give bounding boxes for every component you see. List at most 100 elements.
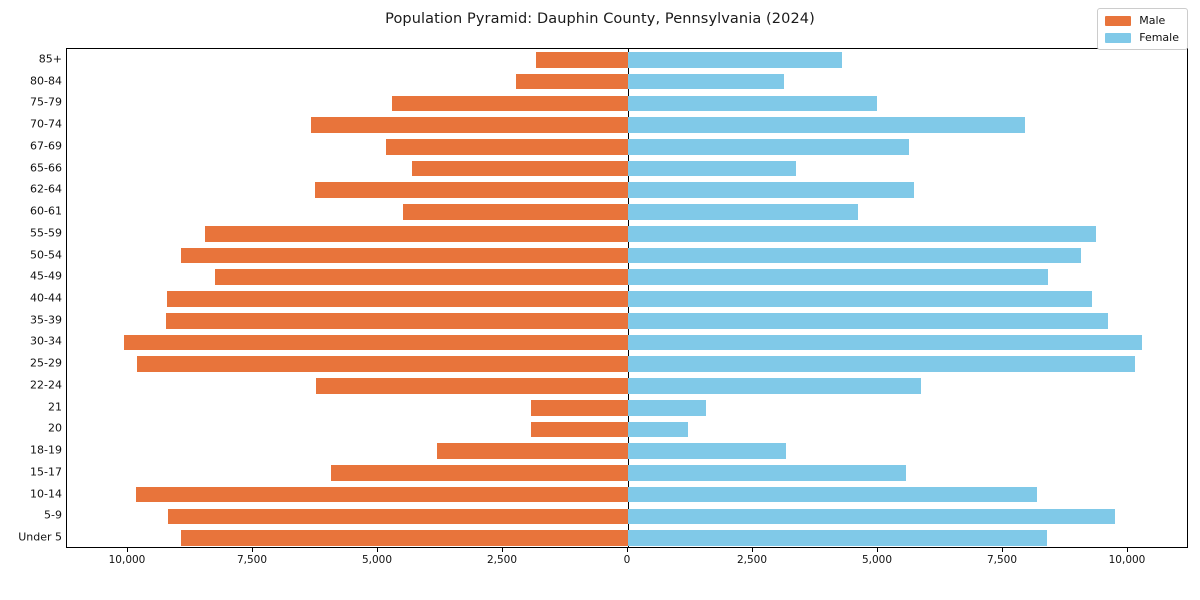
x-axis-tick-label: 0 [623, 554, 631, 566]
bar-female [628, 486, 1037, 503]
pyramid-row [67, 443, 1187, 459]
x-axis-tick-label: 5,000 [361, 554, 393, 566]
x-axis-tick-label: 10,000 [1108, 554, 1146, 566]
y-axis-tick-label: 40-44 [30, 291, 62, 305]
bar-female [628, 356, 1135, 373]
pyramid-row [67, 486, 1187, 503]
pyramid-row [67, 334, 1187, 351]
y-axis-tick-label: 80-84 [30, 74, 62, 88]
bar-male [137, 356, 628, 373]
pyramid-row [67, 269, 1187, 286]
bar-female [628, 312, 1108, 329]
bar-female [628, 399, 706, 416]
pyramid-row [67, 182, 1187, 199]
legend-swatch-icon [1105, 32, 1132, 43]
x-axis-tick-label: 7,500 [236, 554, 268, 566]
plot-frame [66, 48, 1188, 548]
pyramid-row [67, 225, 1187, 242]
y-axis-tick-label: 67-69 [30, 139, 62, 153]
bar-male [205, 225, 628, 242]
bar-female [628, 182, 914, 199]
y-axis-tick-label: 15-17 [30, 465, 62, 479]
pyramid-row [67, 95, 1187, 112]
chart-legend: Male Female [1097, 8, 1188, 50]
pyramid-row [67, 204, 1187, 220]
bar-female [628, 95, 877, 112]
bar-male [531, 421, 628, 438]
pyramid-row [67, 291, 1187, 307]
bar-male [167, 291, 628, 307]
bar-male [166, 312, 628, 329]
y-axis-tick-label: 55-59 [30, 226, 62, 240]
bar-male [531, 399, 628, 416]
y-axis-tick-label: 10-14 [30, 487, 62, 501]
bar-male [536, 52, 628, 68]
bar-male [316, 378, 628, 394]
x-axis-tick-mark [502, 548, 503, 552]
bar-female [628, 225, 1096, 242]
bar-male [385, 139, 628, 155]
x-axis-tick-mark [252, 548, 253, 552]
pyramid-row [67, 312, 1187, 329]
y-axis-tick-label: 60-61 [30, 204, 62, 218]
y-axis-tick-label: Under 5 [18, 530, 62, 544]
pyramid-row [67, 356, 1187, 373]
bar-male [168, 508, 628, 525]
pyramid-row [67, 52, 1187, 68]
x-axis-tick-mark [752, 548, 753, 552]
bar-female [628, 247, 1081, 264]
bar-male [331, 465, 628, 481]
x-axis-ticks: 10,000 7,500 5,000 2,500 0 2,500 5,000 7,500 10,… [66, 548, 1188, 566]
bar-female [628, 508, 1115, 525]
x-axis-tick-label: 10,000 [108, 554, 146, 566]
bar-male [515, 73, 628, 90]
y-axis-tick-label: 35-39 [30, 313, 62, 327]
legend-label: Female [1139, 31, 1179, 44]
y-axis-tick-label: 30-34 [30, 334, 62, 348]
y-axis-tick-label: 21 [48, 400, 62, 414]
pyramid-row [67, 421, 1187, 438]
bar-male [392, 95, 628, 112]
pyramid-row [67, 508, 1187, 525]
bar-female [628, 421, 688, 438]
pyramid-row [67, 399, 1187, 416]
bar-male [315, 182, 628, 199]
x-axis-tick-mark [1002, 548, 1003, 552]
legend-label: Male [1139, 14, 1166, 27]
bar-female [628, 139, 909, 155]
bar-male [181, 247, 628, 264]
bar-female [628, 160, 796, 177]
pyramid-row [67, 139, 1187, 155]
x-axis-tick-mark [127, 548, 128, 552]
x-axis-tick-label: 5,000 [861, 554, 893, 566]
plot-area [67, 49, 1187, 547]
bar-female [628, 269, 1048, 286]
bar-female [628, 443, 786, 459]
x-axis-tick-mark [627, 548, 628, 552]
bar-female [628, 465, 906, 481]
pyramid-row [67, 117, 1187, 133]
y-axis-labels: 85+ 80-84 75-79 70-74 67-69 65-66 62-64 60-61 55… [0, 48, 62, 548]
bar-male [437, 443, 628, 459]
y-axis-tick-label: 85+ [38, 52, 62, 66]
x-axis-tick-label: 2,500 [736, 554, 768, 566]
legend-entry: Male [1105, 14, 1179, 27]
bar-male [403, 204, 628, 220]
bar-female [628, 52, 842, 68]
pyramid-row [67, 247, 1187, 264]
bar-female [628, 73, 784, 90]
legend-entry: Female [1105, 31, 1179, 44]
y-axis-tick-label: 25-29 [30, 356, 62, 370]
x-axis-tick-label: 2,500 [486, 554, 518, 566]
x-axis-tick-mark [377, 548, 378, 552]
y-axis-tick-label: 70-74 [30, 117, 62, 131]
chart-title: Population Pyramid: Dauphin County, Penn… [385, 11, 815, 27]
y-axis-tick-label: 18-19 [30, 443, 62, 457]
pyramid-row [67, 465, 1187, 481]
bar-male [181, 530, 628, 546]
y-axis-tick-label: 50-54 [30, 248, 62, 262]
y-axis-tick-label: 22-24 [30, 378, 62, 392]
y-axis-tick-label: 62-64 [30, 182, 62, 196]
y-axis-tick-label: 20 [48, 421, 62, 435]
